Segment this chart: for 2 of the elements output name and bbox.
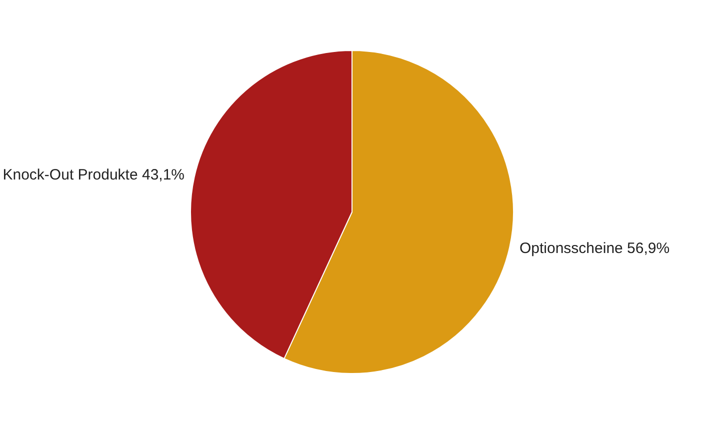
slice-label: Knock-Out Produkte 43,1% <box>2 166 185 184</box>
slice-label: Optionsscheine 56,9% <box>519 240 670 258</box>
